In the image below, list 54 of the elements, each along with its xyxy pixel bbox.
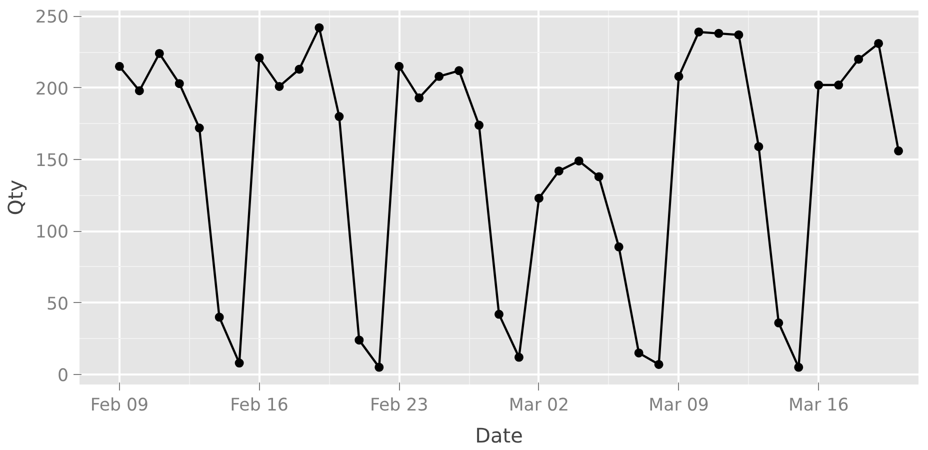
x-tick-label: Mar 09 — [648, 396, 709, 416]
point — [414, 93, 424, 102]
x-tick-label: Feb 09 — [90, 396, 149, 416]
point — [534, 194, 544, 203]
point — [834, 80, 844, 90]
point — [674, 72, 684, 81]
y-tick-label: 50 — [46, 294, 69, 314]
point — [234, 358, 244, 368]
point — [454, 66, 464, 76]
point — [294, 64, 304, 74]
x-tick-label: Mar 16 — [788, 396, 849, 416]
x-axis-title: Date — [475, 424, 523, 448]
point — [494, 310, 504, 319]
x-tick-label: Feb 16 — [230, 396, 288, 416]
point — [254, 53, 264, 62]
y-axis-title: Qty — [3, 180, 28, 216]
point — [374, 362, 384, 372]
x-tick-label: Feb 23 — [370, 396, 428, 416]
point — [654, 360, 664, 369]
point — [114, 62, 124, 71]
point — [894, 146, 904, 156]
point — [174, 79, 184, 88]
point — [874, 38, 884, 48]
point — [394, 62, 404, 71]
point — [134, 86, 144, 96]
point — [774, 318, 784, 328]
point — [794, 362, 804, 372]
point — [354, 336, 364, 345]
point — [694, 28, 704, 36]
point — [554, 166, 564, 176]
point — [614, 242, 624, 252]
point — [194, 124, 204, 132]
point — [754, 142, 764, 152]
point — [214, 312, 224, 322]
point — [514, 352, 524, 362]
y-tick-label: 0 — [57, 366, 69, 386]
x-tick-label: Mar 02 — [508, 396, 570, 416]
point — [734, 30, 744, 40]
point — [574, 156, 584, 166]
y-tick-label: 150 — [35, 151, 69, 172]
point — [314, 23, 324, 32]
point — [594, 172, 604, 182]
point — [434, 72, 444, 81]
point — [474, 120, 484, 130]
point — [814, 80, 824, 90]
point — [714, 28, 724, 38]
point — [274, 82, 284, 91]
y-tick-label: 250 — [35, 8, 69, 28]
point — [854, 54, 864, 64]
y-tick-label: 100 — [35, 222, 69, 243]
point — [634, 348, 644, 358]
y-tick-label: 200 — [35, 79, 69, 100]
point — [334, 112, 344, 122]
point — [154, 48, 164, 58]
